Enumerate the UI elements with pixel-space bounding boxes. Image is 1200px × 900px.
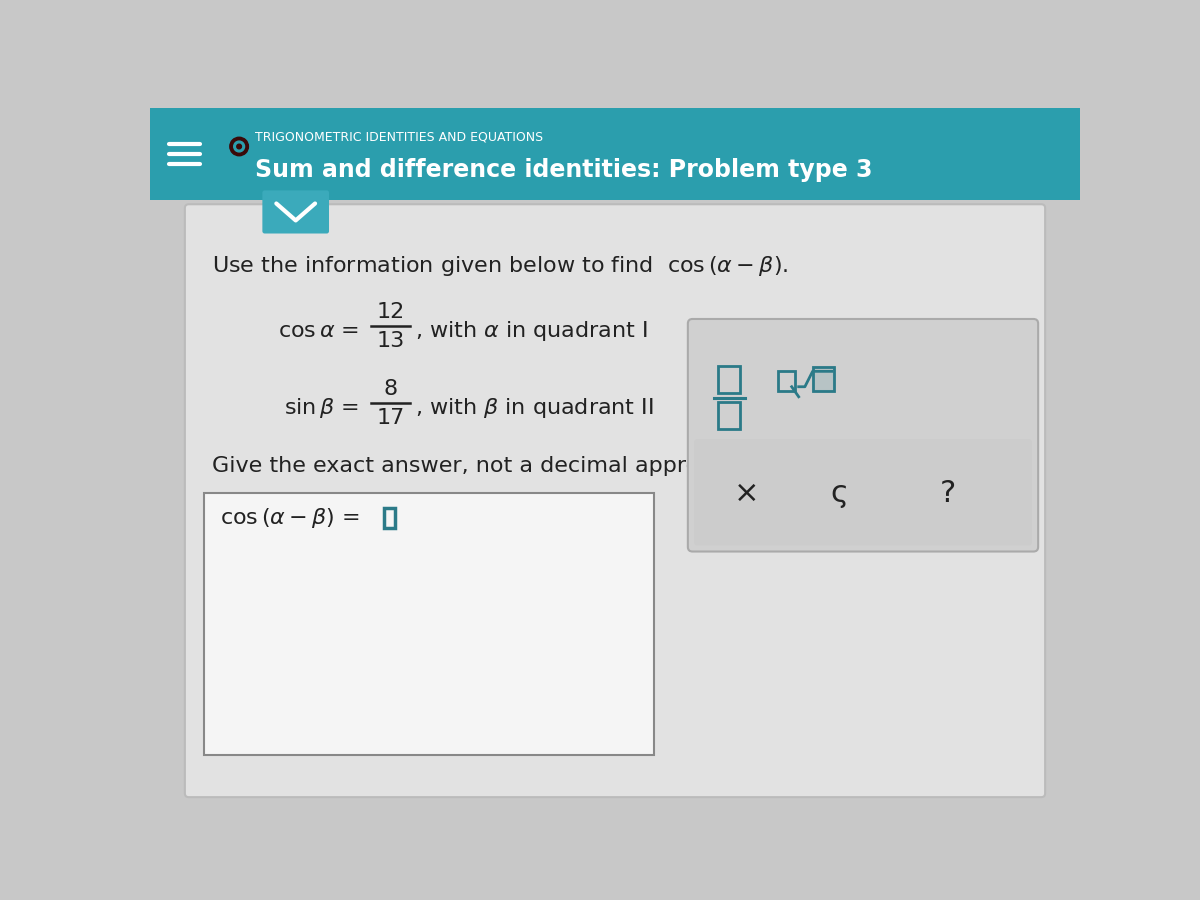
Text: Use the information given below to find  cos$\,(\alpha-\beta)$.: Use the information given below to find …: [212, 254, 788, 278]
FancyBboxPatch shape: [812, 367, 834, 391]
FancyBboxPatch shape: [688, 319, 1038, 552]
Text: , with $\beta$ in quadrant II: , with $\beta$ in quadrant II: [415, 396, 654, 420]
Circle shape: [236, 144, 241, 148]
Text: 8: 8: [383, 379, 397, 399]
Circle shape: [230, 138, 248, 156]
Circle shape: [234, 141, 245, 152]
FancyBboxPatch shape: [185, 204, 1045, 797]
FancyBboxPatch shape: [204, 493, 654, 755]
Text: 17: 17: [376, 409, 404, 428]
FancyBboxPatch shape: [263, 191, 329, 233]
Text: , with $\alpha$ in quadrant I: , with $\alpha$ in quadrant I: [415, 320, 648, 343]
Text: sin$\,\beta$ =: sin$\,\beta$ =: [284, 396, 359, 420]
FancyBboxPatch shape: [694, 439, 1032, 545]
FancyBboxPatch shape: [150, 108, 1080, 201]
Text: TRIGONOMETRIC IDENTITIES AND EQUATIONS: TRIGONOMETRIC IDENTITIES AND EQUATIONS: [254, 130, 542, 144]
Text: Give the exact answer, not a decimal approximation.: Give the exact answer, not a decimal app…: [212, 456, 803, 476]
Text: ?: ?: [940, 479, 956, 508]
Text: 12: 12: [376, 302, 404, 322]
Text: ×: ×: [734, 479, 760, 508]
Text: cos$\,\alpha$ =: cos$\,\alpha$ =: [278, 321, 359, 341]
Text: cos$\,(\alpha - \beta)$ =: cos$\,(\alpha - \beta)$ =: [220, 506, 362, 529]
Text: ς: ς: [830, 479, 848, 508]
Text: 13: 13: [376, 331, 404, 351]
Text: Sum and difference identities: Problem type 3: Sum and difference identities: Problem t…: [254, 158, 872, 182]
